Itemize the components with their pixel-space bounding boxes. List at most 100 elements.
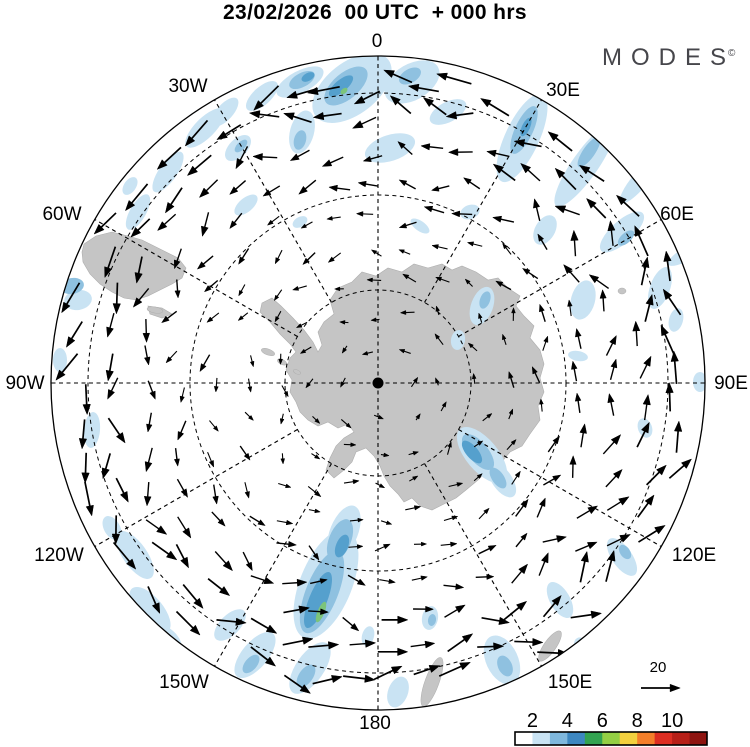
precip-blob: [460, 204, 480, 220]
wind-arrow-head: [434, 276, 443, 282]
longitude-label: 150E: [548, 672, 592, 693]
wind-arrow-head: [314, 490, 322, 498]
precip-blob: [497, 655, 513, 677]
precip-blob: [573, 637, 597, 667]
wind-arrow-head: [670, 350, 679, 362]
wind-arrow-head: [326, 215, 333, 221]
wind-arrow-head: [280, 458, 286, 465]
wind-arrow-head: [229, 220, 238, 230]
wind-arrow-head: [156, 525, 168, 535]
wind-arrow-head: [510, 438, 517, 446]
precip-blob: [691, 464, 705, 492]
wind-arrow-head: [104, 266, 113, 279]
wind-arrow-head: [364, 674, 376, 683]
wind-arrow-head: [302, 257, 310, 266]
wind-arrow-head: [156, 159, 168, 170]
precip-blob: [328, 75, 354, 97]
wind-arrow-head: [547, 131, 559, 142]
wind-arrow-head: [435, 305, 441, 312]
precip-blob: [533, 215, 557, 245]
wind-arrow-head: [257, 519, 266, 526]
wind-arrow-head: [428, 665, 441, 673]
wind-arrow-head: [235, 157, 245, 170]
wind-arrow-head: [445, 111, 458, 120]
precip-blob: [293, 130, 307, 150]
wind-arrow-head: [377, 414, 385, 420]
wind-arrow-head: [590, 610, 603, 619]
longitude-label: 180: [359, 713, 391, 734]
longitude-label: 90E: [714, 373, 748, 394]
wind-arrow-head: [641, 421, 650, 434]
wind-arrow-head: [398, 179, 408, 187]
precip-blob: [64, 289, 92, 311]
precip-blob: [410, 218, 430, 234]
wind-arrow-head: [511, 307, 516, 314]
wind-arrow-head: [398, 249, 405, 254]
wind-arrow-head: [357, 180, 367, 188]
wind-arrow-head: [436, 72, 448, 81]
wind-arrow-head: [333, 286, 341, 292]
precip-blob: [399, 67, 421, 85]
wind-arrow-head: [567, 299, 573, 307]
precip-blob: [577, 136, 601, 168]
wind-arrow-head: [300, 223, 307, 229]
wind-arrow-head: [352, 479, 360, 485]
wind-arrow-head: [492, 163, 505, 174]
wind-arrow-head: [285, 483, 292, 488]
landmass: [81, 231, 187, 301]
meridian-line: [458, 219, 662, 337]
precip-blob: [479, 291, 491, 309]
wind-arrow-head: [607, 220, 616, 232]
wind-arrow-head: [643, 355, 652, 367]
wind-arrow-head: [274, 316, 280, 323]
wind-arrow-head: [554, 167, 566, 179]
wind-arrow-head: [551, 594, 562, 607]
precip-blob: [152, 151, 184, 193]
precip-blob: [214, 609, 246, 641]
wind-arrow-head: [345, 422, 352, 429]
wind-arrow-head: [237, 315, 244, 321]
wind-arrow-head: [292, 285, 300, 291]
wind-arrow-head: [389, 95, 401, 106]
wind-arrow-head: [186, 165, 198, 176]
wind-arrow-head: [425, 605, 435, 613]
colorbar-border: [514, 731, 708, 746]
wind-arrow-head: [665, 381, 674, 394]
wind-arrow-head: [321, 159, 333, 167]
wind-arrow-head: [106, 326, 114, 338]
wind-arrow-head: [441, 401, 447, 408]
wind-arrow-head: [486, 573, 495, 580]
wind-arrow-head: [143, 496, 152, 507]
wind-arrow-head: [361, 350, 369, 356]
colorbar-segment: [637, 732, 656, 745]
wind-arrow-head: [328, 184, 338, 192]
wind-arrow-head: [680, 458, 693, 469]
wind-arrow-head: [327, 256, 335, 263]
wind-arrow-head: [320, 608, 330, 615]
wind-arrow-head: [610, 358, 618, 369]
wind-arrow-head: [213, 386, 219, 393]
wind-arrow-head: [588, 274, 600, 284]
precip-blob: [387, 676, 409, 708]
wind-arrow-head: [674, 420, 683, 432]
meridian-line: [458, 429, 662, 547]
wind-arrow-head: [451, 210, 461, 218]
wind-arrow-head: [455, 583, 465, 590]
wind-arrow-head: [263, 576, 275, 584]
wind-arrow-head: [82, 404, 91, 416]
precip-blob: [668, 238, 705, 266]
wind-arrow-head: [134, 272, 143, 284]
wind-arrow-layer: [55, 69, 693, 694]
wind-arrow-head: [247, 414, 254, 421]
wind-arrow-head: [350, 622, 360, 632]
wind-arrow-head: [212, 425, 219, 432]
wind-arrow-head: [130, 226, 142, 238]
longitude-labels: 0 30E 60E 90E 120E 150E 180 150W 120W 90W 60W 30W: [5, 31, 747, 734]
wind-arrow-head: [483, 507, 490, 515]
wind-arrow-head: [212, 495, 219, 505]
wind-arrow-head: [398, 222, 408, 229]
colorbar-segment: [567, 732, 586, 745]
wind-arrow-head: [662, 288, 673, 301]
wind-arrow-head: [144, 356, 151, 366]
precip-blob: [568, 350, 588, 362]
